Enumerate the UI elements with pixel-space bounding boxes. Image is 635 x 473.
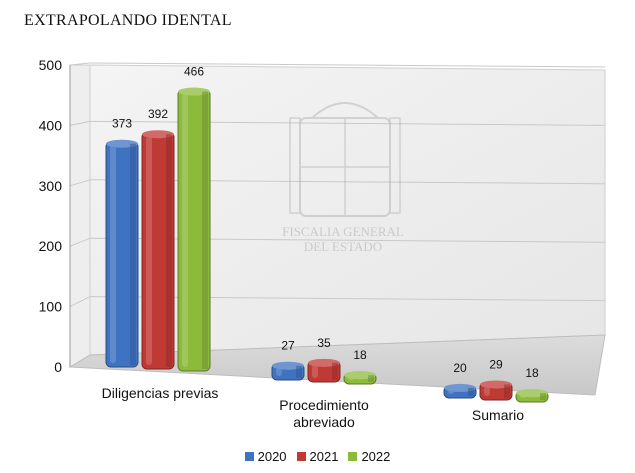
gridline (89, 296, 606, 302)
left-wall (69, 64, 91, 368)
bar-side (504, 384, 510, 398)
data-label: 18 (353, 348, 367, 362)
bar-2021-0 (141, 130, 175, 370)
y-tick-label: 400 (39, 117, 63, 133)
legend-swatch (296, 452, 306, 461)
bars: 373 392 466 27 35 18 20 29 18 (105, 65, 549, 403)
bar-2021-2 (479, 380, 513, 401)
bar-side (130, 143, 136, 365)
legend: 2020 2021 2022 (0, 449, 635, 464)
gridline (89, 237, 606, 243)
gridline-side (69, 296, 91, 308)
bar-highlight (484, 386, 490, 396)
bar-2022-1 (343, 371, 377, 385)
data-label: 18 (525, 366, 539, 380)
gridline (89, 179, 606, 185)
bar-2022-2 (515, 389, 549, 403)
bar-highlight (312, 364, 318, 378)
gridline (89, 120, 606, 126)
bar-highlight (146, 136, 152, 365)
data-label: 27 (281, 339, 295, 353)
gridline-side (69, 120, 91, 126)
bar-side (368, 375, 374, 382)
bar-2020-2 (443, 383, 477, 399)
data-label: 20 (453, 361, 467, 375)
x-tick-label: Diligencias previas (102, 385, 219, 401)
gridline-side (69, 237, 91, 247)
data-label: 392 (148, 107, 168, 121)
legend-item-2022: 2022 (348, 449, 390, 464)
legend-label: 2020 (257, 449, 287, 464)
data-label: 466 (184, 65, 204, 79)
emblem-watermark: FISCALIA GENERAL DEL ESTADO (282, 102, 404, 254)
legend-item-2021: 2021 (296, 449, 339, 464)
gridline-side (69, 179, 91, 187)
legend-label: 2021 (309, 449, 339, 464)
x-tick-label: abreviado (293, 414, 355, 430)
watermark-line2: DEL ESTADO (304, 239, 382, 254)
bar-highlight (182, 93, 188, 367)
x-tick-label: Procedimiento (279, 397, 369, 413)
y-tick-label: 0 (54, 359, 62, 375)
bar-2020-1 (271, 361, 305, 381)
data-label: 373 (112, 117, 132, 131)
bar-highlight (110, 145, 116, 363)
watermark-line1: FISCALIA GENERAL (282, 224, 404, 239)
bar-side (540, 393, 546, 400)
bar-side (166, 134, 172, 367)
y-tick-label: 100 (39, 299, 63, 315)
chart-title: EXTRAPOLANDO IDENTAL (24, 12, 232, 29)
bar-highlight (276, 367, 282, 376)
bar-side (202, 91, 208, 369)
data-label: 35 (317, 336, 331, 350)
bar-2020-0 (105, 139, 139, 368)
y-tick-label: 300 (39, 178, 63, 194)
legend-label: 2022 (361, 449, 391, 464)
x-tick-label: Sumario (472, 407, 524, 423)
bar-2021-1 (307, 358, 341, 383)
bar-side (296, 365, 302, 378)
gridline (89, 62, 606, 68)
data-label: 29 (489, 357, 503, 371)
legend-item-2020: 2020 (244, 449, 287, 464)
bar-2022-0 (177, 87, 211, 372)
y-axis: 0 100 200 300 400 500 (39, 57, 71, 375)
legend-swatch (348, 452, 358, 461)
y-tick-label: 500 (39, 57, 63, 73)
bar-side (332, 362, 338, 380)
gridlines (69, 62, 606, 308)
gridline-side (69, 62, 91, 66)
y-tick-label: 200 (39, 238, 63, 254)
legend-swatch (244, 452, 254, 461)
x-axis-labels: Diligencias previas Procedimientoabreviad… (102, 385, 525, 430)
bar-side (468, 387, 474, 396)
